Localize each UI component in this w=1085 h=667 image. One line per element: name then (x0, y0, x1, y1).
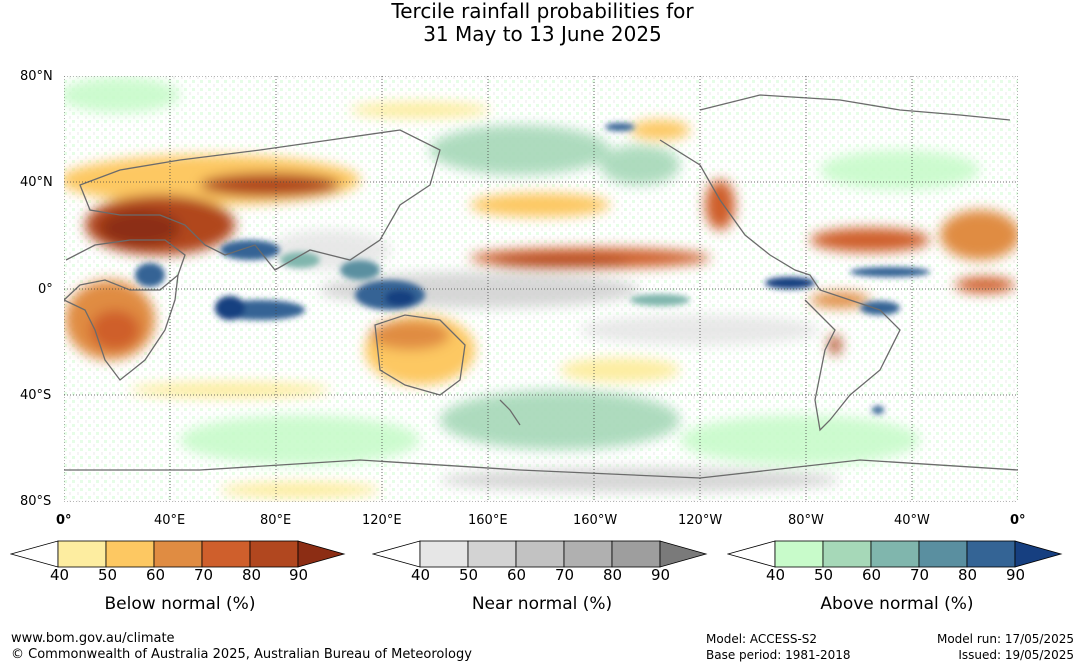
lat-label-0: 0° (38, 282, 53, 297)
graticule (64, 76, 1018, 502)
legend-swatch (153, 540, 203, 568)
legend-swatch (105, 540, 155, 568)
legend-tick: 80 (242, 566, 262, 584)
legend-tick: 90 (651, 566, 671, 584)
legend-tick: 90 (1006, 566, 1026, 584)
legend-swatch (57, 540, 107, 568)
legend-tick: 40 (50, 566, 70, 584)
legend-arrow-low (372, 540, 421, 568)
footer-issued: Issued: 19/05/2025 (958, 648, 1074, 662)
legend-tick: 40 (411, 566, 431, 584)
legend-bar-above (727, 540, 1063, 568)
legend-tick: 50 (459, 566, 479, 584)
legend-below-normal (10, 540, 350, 570)
lon-label-40e: 40°E (154, 513, 186, 528)
legend-title-above: Above normal (%) (820, 594, 974, 614)
lon-label-160e: 160°E (468, 513, 508, 528)
legend-arrow-low (727, 540, 776, 568)
footer-base-period: Base period: 1981-2018 (706, 648, 851, 662)
legend-tick: 90 (289, 566, 309, 584)
probability-field (64, 76, 1018, 502)
coastlines (64, 94, 1018, 479)
map-title: Tercile rainfall probabilities for 31 Ma… (0, 0, 1085, 46)
legend-swatch (563, 540, 613, 568)
legend-swatch (966, 540, 1016, 568)
lat-label-80s: 80°S (20, 494, 52, 509)
lon-label-80e: 80°E (260, 513, 292, 528)
lon-label-0-west: 0° (56, 513, 72, 528)
legend-tick: 70 (910, 566, 930, 584)
footer-website: www.bom.gov.au/climate (11, 631, 175, 646)
legend-arrow-high (1014, 540, 1063, 568)
lat-label-40s: 40°S (20, 388, 52, 403)
legend-swatch (822, 540, 872, 568)
legend-tick: 60 (146, 566, 166, 584)
legend-tick: 60 (507, 566, 527, 584)
legend-tick: 40 (766, 566, 786, 584)
rainfall-probability-map (0, 60, 1085, 540)
legend-swatch (611, 540, 661, 568)
legend-tick: 80 (603, 566, 623, 584)
legend-swatch (918, 540, 968, 568)
lon-label-0-east: 0° (1010, 513, 1026, 528)
legend-tick: 50 (98, 566, 118, 584)
legend-arrow-low (10, 540, 59, 568)
lon-label-80w: 80°W (788, 513, 824, 528)
legend-swatch (515, 540, 565, 568)
legend-swatch (870, 540, 920, 568)
lon-label-40w: 40°W (894, 513, 930, 528)
legend-arrow-high (297, 540, 346, 568)
legend-swatch (467, 540, 517, 568)
legend-swatch (201, 540, 251, 568)
lon-label-120e: 120°E (362, 513, 402, 528)
map-svg (64, 76, 1018, 502)
legend-swatch (774, 540, 824, 568)
lat-label-80n: 80°N (20, 69, 53, 84)
footer-copyright: © Commonwealth of Australia 2025, Austra… (11, 647, 472, 662)
legend-tick: 70 (555, 566, 575, 584)
legend-tick: 60 (862, 566, 882, 584)
legend-tick: 70 (194, 566, 214, 584)
title-line-2: 31 May to 13 June 2025 (423, 22, 662, 46)
legend-tick: 50 (814, 566, 834, 584)
footer-model-run: Model run: 17/05/2025 (936, 632, 1074, 646)
lon-label-160w: 160°W (573, 513, 618, 528)
legend-title-below: Below normal (%) (104, 594, 256, 614)
title-line-1: Tercile rainfall probabilities for (391, 0, 694, 23)
legend-arrow-high (659, 540, 708, 568)
footer-model: Model: ACCESS-S2 (706, 632, 818, 646)
legend-title-near: Near normal (%) (471, 594, 613, 614)
legend-bar-below (10, 540, 346, 568)
lat-label-40n: 40°N (20, 175, 53, 190)
legend-swatch (419, 540, 469, 568)
legend-swatch (249, 540, 299, 568)
legend-above-normal (727, 540, 1067, 570)
legend-tick: 80 (958, 566, 978, 584)
legend-near-normal (372, 540, 712, 570)
lon-label-120w: 120°W (678, 513, 723, 528)
legend-bar-near (372, 540, 708, 568)
